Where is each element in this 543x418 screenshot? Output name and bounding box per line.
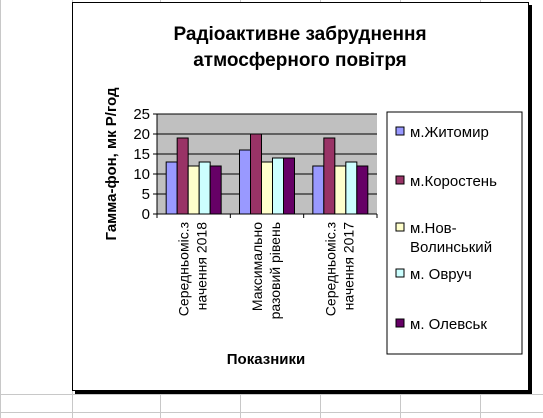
y-tick-label: 0 [142, 206, 150, 223]
legend-swatch [395, 268, 405, 278]
x-category-label-line: начення 2017 [340, 222, 356, 311]
legend-box[interactable] [386, 111, 523, 355]
bar [176, 137, 189, 215]
x-category-label-line: начення 2018 [194, 222, 210, 311]
bar [165, 161, 178, 215]
bar [272, 157, 284, 215]
x-category-label-line: Максимально [249, 222, 265, 311]
bar [250, 133, 262, 215]
y-tick-label: 20 [133, 126, 150, 143]
y-tick-label: 10 [133, 166, 150, 183]
chart-title-line-1: Радіоактивне забруднення [173, 24, 426, 45]
bar [261, 161, 273, 215]
x-category-label: Середньоміс.з начення 2017 [322, 222, 356, 316]
x-category-label: Середньоміс.з начення 2018 [176, 222, 210, 316]
legend-swatch [395, 126, 405, 136]
legend-swatch [395, 175, 405, 185]
bar [345, 161, 358, 215]
x-category-label-line: Середньоміс.з [176, 222, 192, 316]
legend-label: м.Нов- [410, 220, 457, 237]
x-category-label-line: Середньоміс.з [322, 222, 338, 316]
y-tick-label: 15 [133, 146, 150, 163]
bar [356, 165, 369, 215]
legend-label: м.Коростень [410, 173, 497, 190]
bar [209, 165, 222, 215]
bar [312, 165, 325, 215]
bar [198, 161, 211, 215]
x-category-label: Максимально разовий рівень [249, 222, 283, 320]
legend-label: м. Олевськ [410, 316, 487, 333]
bar [323, 137, 336, 215]
legend-label: м.Житомир [410, 124, 489, 141]
y-tick-label: 25 [133, 106, 150, 123]
legend-swatch [395, 318, 405, 328]
legend-label: Волинський [410, 239, 492, 256]
x-axis-title: Показники [227, 351, 305, 368]
legend-swatch [395, 222, 405, 232]
bar [187, 165, 200, 215]
bar [283, 157, 295, 215]
y-axis-title: Гамма-фон, мк Р/год [103, 87, 120, 240]
y-tick-label: 5 [142, 186, 150, 203]
bar [239, 149, 251, 215]
bar [334, 165, 347, 215]
legend-label: м. Овруч [410, 266, 472, 283]
chart-title-line-2: атмосферного повітря [193, 50, 407, 71]
x-category-label-line: разовий рівень [267, 222, 283, 319]
